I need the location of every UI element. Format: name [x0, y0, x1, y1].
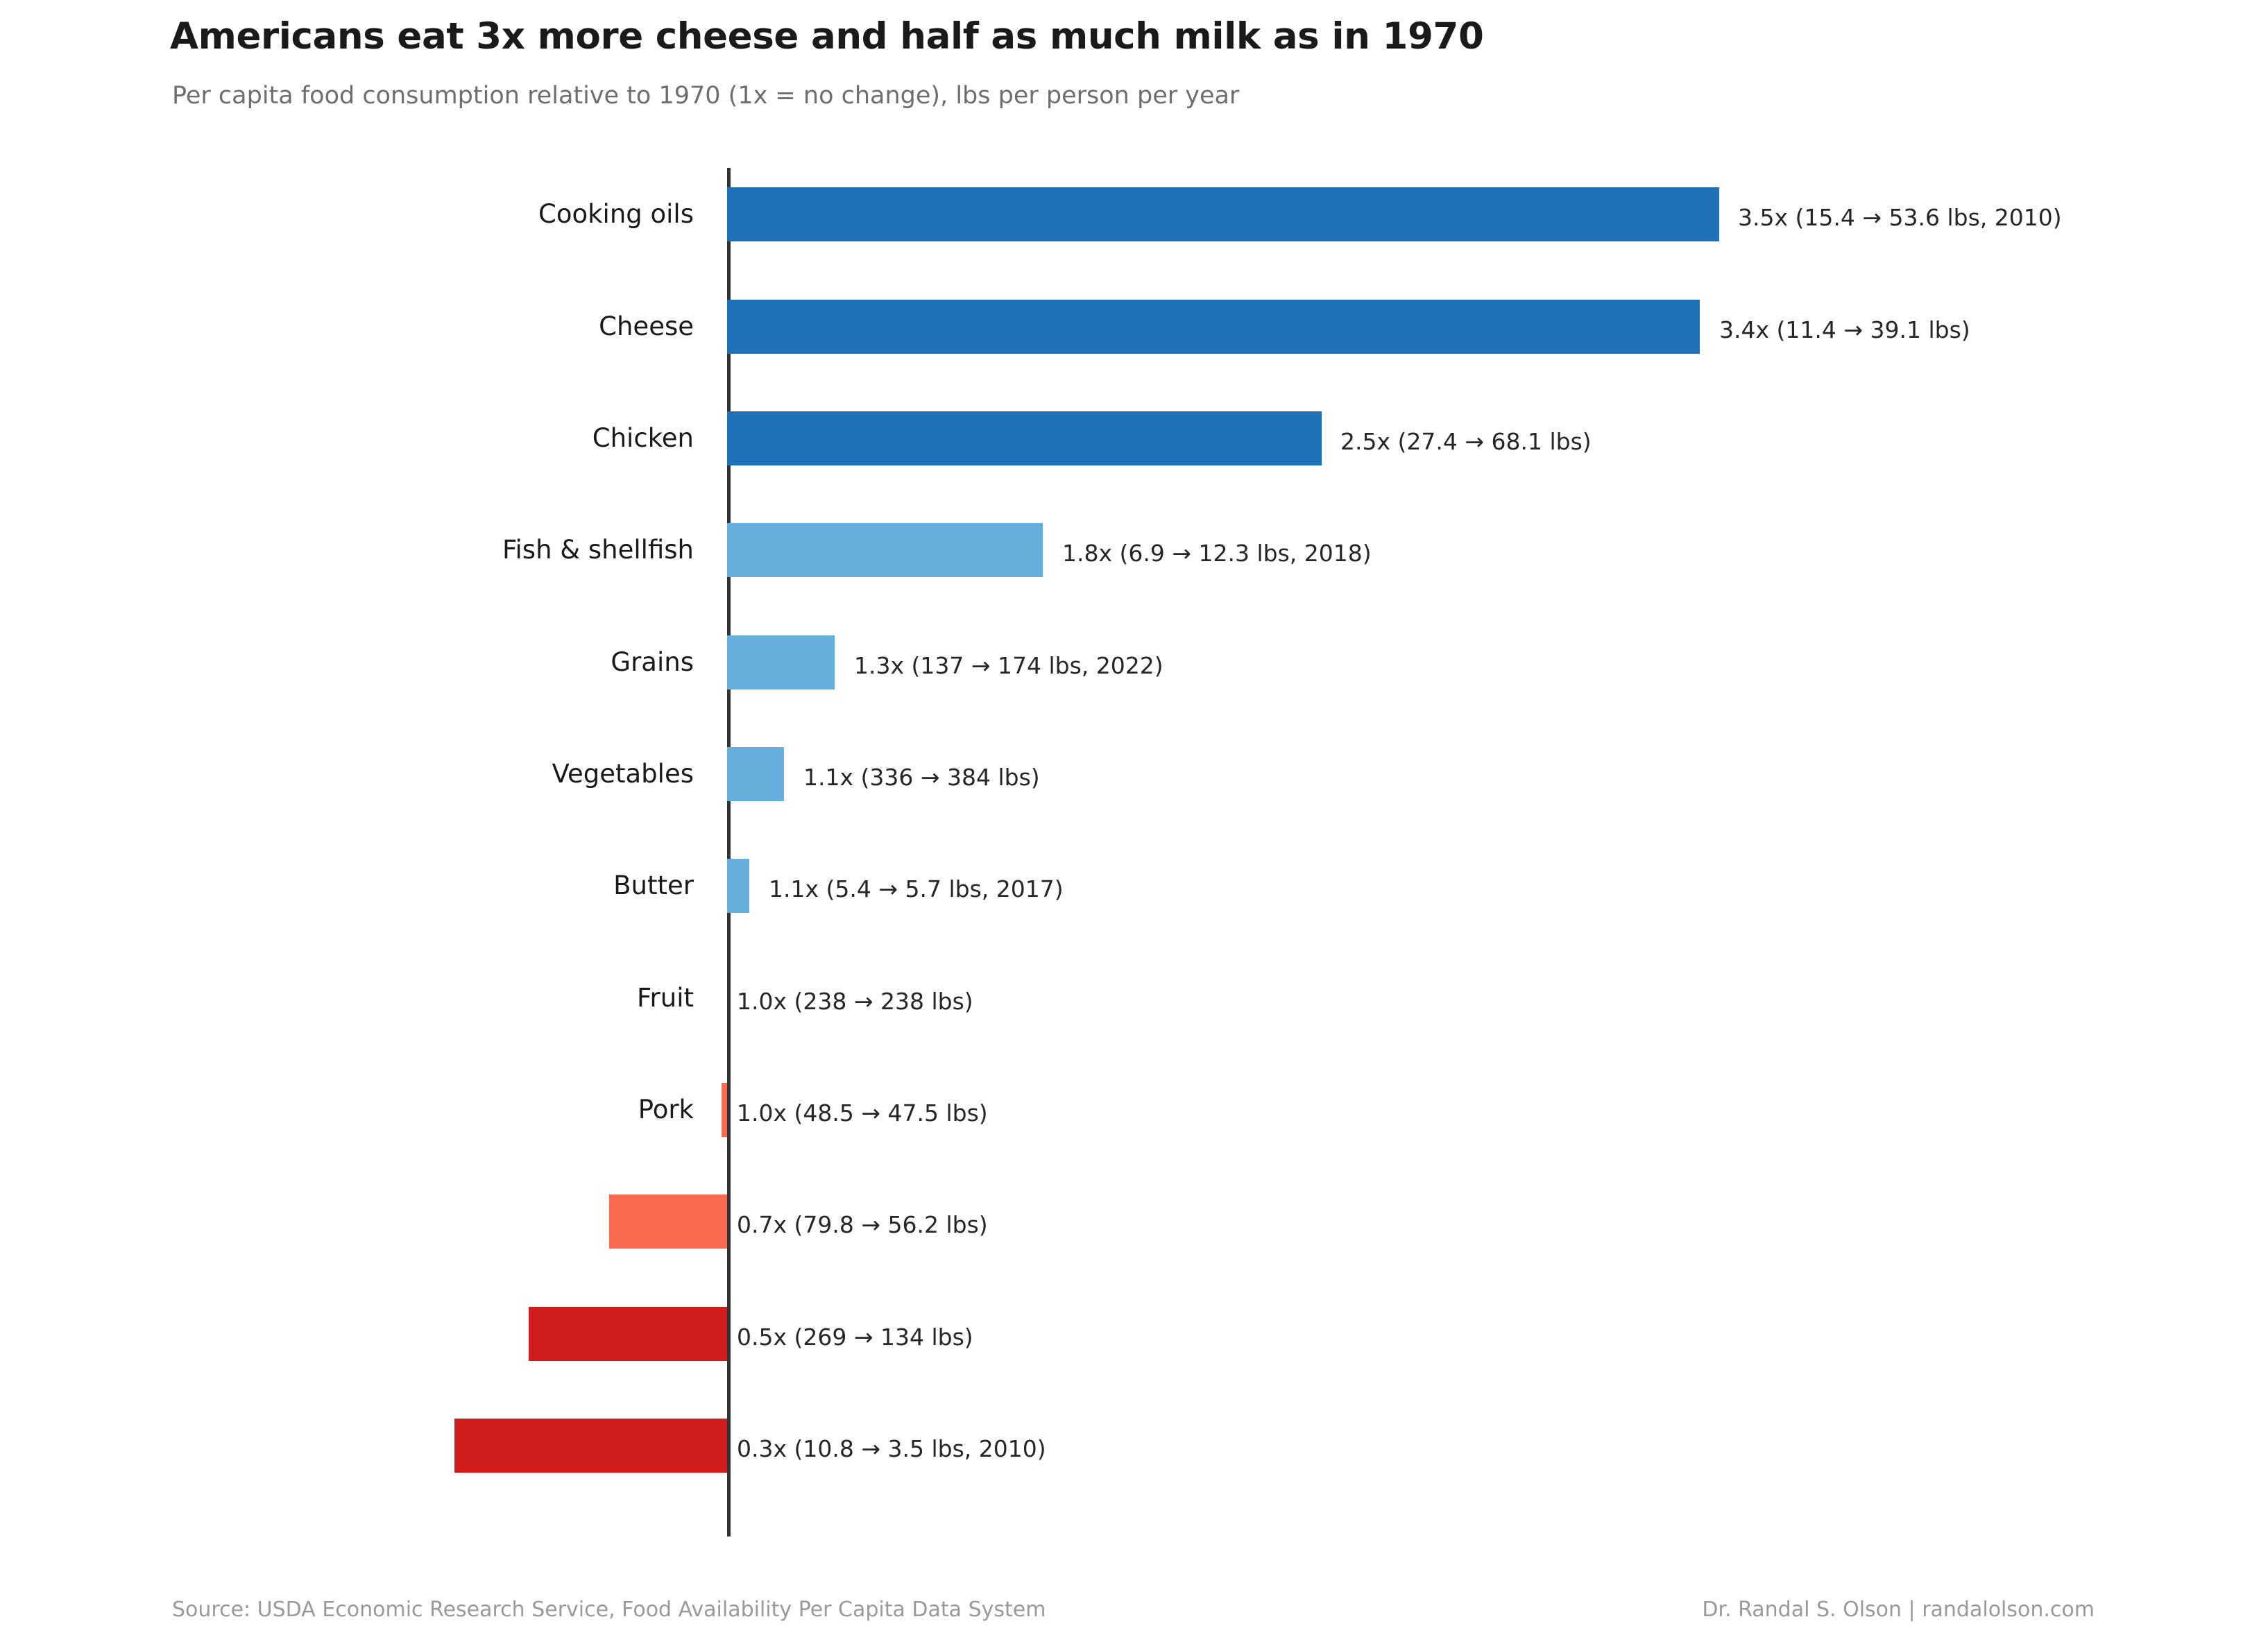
category-label-vegetables: Vegetables: [552, 759, 694, 789]
bar-margarine: [454, 1419, 727, 1473]
category-label-butter: Butter: [613, 871, 694, 900]
bar-row: Pork 1.0x (48.5 → 47.5 lbs): [0, 1083, 2268, 1137]
category-label-grains: Grains: [611, 647, 694, 677]
source-note: Source: USDA Economic Research Service, …: [172, 1598, 1046, 1622]
bar-value-label: 2.5x (27.4 → 68.1 lbs): [1340, 428, 1592, 455]
bar-value-label: 1.0x (238 → 238 lbs): [737, 988, 973, 1015]
bar-value-label: 1.0x (48.5 → 47.5 lbs): [737, 1099, 988, 1127]
bar-pork: [722, 1083, 727, 1137]
category-label-fish-shellfish: Fish & shellfish: [502, 535, 694, 565]
bar-row: Margarine0.3x (10.8 → 3.5 lbs, 2010): [0, 1419, 2268, 1473]
bar-value-label: 1.3x (137 → 174 lbs, 2022): [854, 652, 1163, 679]
bar-row: Butter 1.1x (5.4 → 5.7 lbs, 2017): [0, 859, 2268, 913]
bar-vegetables: [727, 747, 784, 801]
bar-butter: [727, 859, 749, 913]
bar-value-label: 3.4x (11.4 → 39.1 lbs): [1719, 316, 1970, 343]
bar-value-label: 1.8x (6.9 → 12.3 lbs, 2018): [1062, 540, 1372, 567]
bar-row: Vegetables 1.1x (336 → 384 lbs): [0, 747, 2268, 801]
page-title: Americans eat 3x more cheese and half as…: [170, 15, 1484, 58]
author-credit: Dr. Randal S. Olson | randalolson.com: [1702, 1598, 2095, 1622]
bar-row: Fruit 1.0x (238 → 238 lbs): [0, 971, 2268, 1025]
bar-beef: [609, 1195, 727, 1249]
bar-value-label: 3.5x (15.4 → 53.6 lbs, 2010): [1738, 204, 2062, 231]
category-label-fruit: Fruit: [636, 983, 694, 1013]
category-label-cheese: Cheese: [599, 311, 694, 341]
bar-fluid-milk: [529, 1307, 727, 1361]
bar-row: Beef0.7x (79.8 → 56.2 lbs): [0, 1195, 2268, 1249]
bar-row: Fluid milk0.5x (269 → 134 lbs): [0, 1307, 2268, 1361]
category-label-chicken: Chicken: [592, 423, 694, 453]
bar-fish-shellfish: [727, 523, 1043, 577]
bar-cooking-oils: [727, 187, 1719, 241]
bar-grains: [727, 635, 835, 690]
bar-value-label: 1.1x (5.4 → 5.7 lbs, 2017): [769, 875, 1064, 902]
bar-value-label: 1.1x (336 → 384 lbs): [803, 764, 1040, 791]
bar-row: Chicken 2.5x (27.4 → 68.1 lbs): [0, 411, 2268, 465]
bar-chicken: [727, 411, 1322, 465]
bar-cheese: [727, 300, 1700, 354]
bar-value-label: 0.7x (79.8 → 56.2 lbs): [737, 1211, 988, 1238]
bar-value-label: 0.5x (269 → 134 lbs): [737, 1324, 973, 1351]
bar-row: Fish & shellfish 1.8x (6.9 → 12.3 lbs, 20…: [0, 523, 2268, 577]
bar-row: Cooking oils 3.5x (15.4 → 53.6 lbs, 2010): [0, 187, 2268, 241]
bar-row: Cheese 3.4x (11.4 → 39.1 lbs): [0, 300, 2268, 354]
zero-baseline-axis: [727, 168, 731, 1536]
bar-value-label: 0.3x (10.8 → 3.5 lbs, 2010): [737, 1435, 1046, 1462]
category-label-cooking-oils: Cooking oils: [538, 199, 694, 229]
chart-subtitle: Per capita food consumption relative to …: [172, 82, 1240, 110]
bar-row: Grains 1.3x (137 → 174 lbs, 2022): [0, 635, 2268, 690]
category-label-pork: Pork: [638, 1095, 694, 1124]
